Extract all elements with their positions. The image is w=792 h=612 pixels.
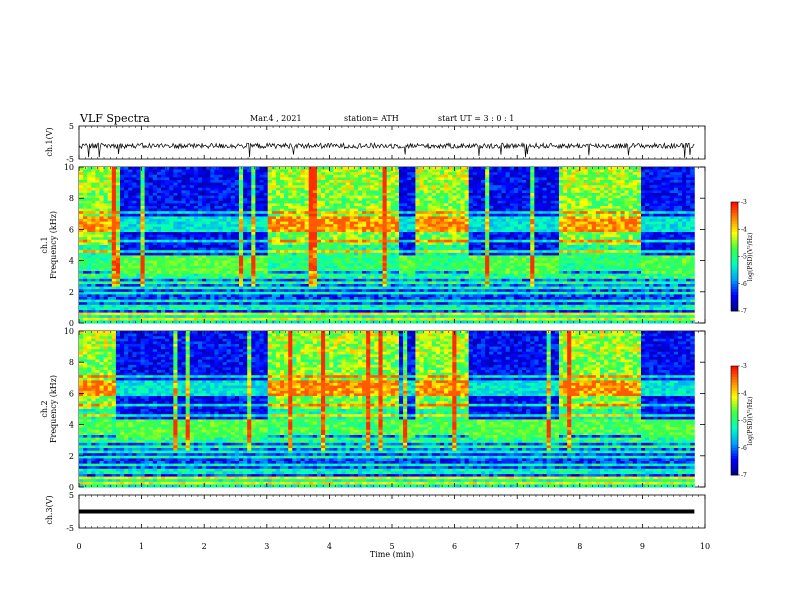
ch1-frequency-ylabel: Frequency (kHz) bbox=[49, 211, 58, 279]
spectrogram-y-tick-label: 0 bbox=[69, 319, 74, 328]
colorbars: -3 -4 -5 -6 -7 -3 -4 -5 -6 -7 bbox=[730, 199, 747, 479]
x-tick-label: 3 bbox=[264, 542, 269, 551]
colorbar1-label: log(PSD)(V²/Hz) bbox=[747, 233, 754, 282]
spectrogram-y-tick-label: 6 bbox=[69, 389, 74, 398]
colorbar-tick-label: -5 bbox=[741, 418, 747, 425]
figure-title: VLF Spectra bbox=[80, 112, 150, 125]
ch2-frequency-ylabel: Frequency (kHz) bbox=[49, 375, 58, 443]
colorbar-tick-label: -4 bbox=[741, 226, 747, 233]
spectrogram-y-tick-label: 0 bbox=[69, 483, 74, 492]
colorbar-tick-label: -3 bbox=[741, 363, 747, 370]
spectrogram-y-tick-label: 10 bbox=[64, 163, 74, 172]
ch2-spectrogram-ylabel: ch.2 bbox=[40, 400, 49, 417]
date-label: Mar.4 , 2021 bbox=[250, 114, 302, 123]
spectrogram-y-tick-label: 6 bbox=[69, 225, 74, 234]
spectrogram-y-tick-label: 8 bbox=[69, 358, 74, 367]
ch1-waveform bbox=[78, 141, 695, 158]
x-tick-label: 0 bbox=[76, 542, 81, 551]
waveform-y-tick-label: 5 bbox=[69, 491, 74, 500]
spectrogram-y-tick-label: 2 bbox=[69, 288, 74, 297]
x-tick-label: 9 bbox=[640, 542, 645, 551]
ch3-waveform-ylabel: ch.3(V) bbox=[45, 495, 54, 524]
colorbar-tick-label: -7 bbox=[741, 308, 747, 315]
x-tick-label: 7 bbox=[515, 542, 520, 551]
x-tick-label: 6 bbox=[452, 542, 457, 551]
colorbar-tick-label: -6 bbox=[741, 445, 747, 452]
start-time-label: start UT = 3 : 0 : 1 bbox=[438, 114, 515, 123]
colorbar2-label: log(PSD)(V²/Hz) bbox=[747, 397, 754, 446]
colorbar-tick-label: -5 bbox=[741, 254, 747, 261]
spectrogram-y-tick-label: 10 bbox=[64, 327, 74, 336]
x-tick-label: 4 bbox=[327, 542, 332, 551]
waveform-y-tick-label: -5 bbox=[66, 155, 74, 164]
waveform-y-tick-label: 5 bbox=[69, 122, 74, 131]
colorbar-tick-label: -7 bbox=[741, 472, 747, 479]
ch1-waveform-ylabel: ch.1(V) bbox=[45, 127, 54, 156]
colorbar-tick-label: -6 bbox=[741, 281, 747, 288]
x-tick-label: 10 bbox=[700, 542, 710, 551]
colorbar-tick-label: -4 bbox=[741, 390, 747, 397]
x-axis-label: Time (min) bbox=[370, 550, 414, 559]
waveform-y-tick-label: -5 bbox=[66, 524, 74, 533]
spectrogram-y-tick-label: 2 bbox=[69, 452, 74, 461]
station-label: station= ATH bbox=[344, 114, 399, 123]
x-tick-label: 2 bbox=[202, 542, 207, 551]
ch1-spectrogram bbox=[79, 167, 695, 324]
x-tick-label: 1 bbox=[139, 542, 144, 551]
colorbar-tick-label: -3 bbox=[741, 199, 747, 206]
spectrogram-y-tick-label: 4 bbox=[69, 257, 74, 266]
ch1-spectrogram-ylabel: ch.1 bbox=[40, 236, 49, 253]
x-tick-label: 8 bbox=[577, 542, 582, 551]
spectrogram-y-tick-label: 8 bbox=[69, 194, 74, 203]
ch2-spectrogram bbox=[79, 331, 695, 488]
spectrogram-y-tick-label: 4 bbox=[69, 421, 74, 430]
x-tick-label: 5 bbox=[389, 542, 394, 551]
